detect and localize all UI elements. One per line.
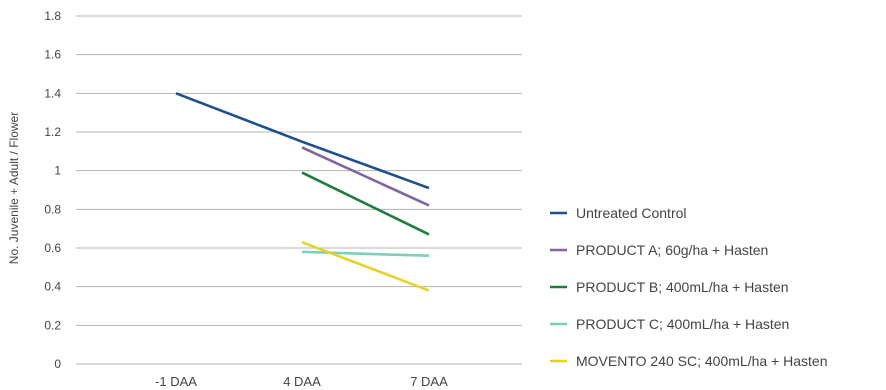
y-tick-label: 1 bbox=[54, 164, 61, 178]
y-tick-label: 1.4 bbox=[44, 86, 61, 100]
y-tick-label: 1.8 bbox=[44, 9, 61, 23]
series-line-3 bbox=[301, 171, 430, 236]
legend-label: PRODUCT B; 400mL/ha + Hasten bbox=[576, 279, 789, 295]
series-line-1 bbox=[175, 92, 430, 190]
y-tick-labels: 0 0.2 0.4 0.6 0.8 1 1.2 1.4 1.6 1.8 bbox=[44, 9, 61, 371]
legend-item: Untreated Control bbox=[550, 205, 687, 221]
y-tick-label: 1.2 bbox=[44, 125, 61, 139]
series-line-2 bbox=[301, 146, 430, 207]
legend-label: PRODUCT C; 400mL/ha + Hasten bbox=[576, 316, 789, 332]
gridlines bbox=[76, 15, 522, 365]
series-line-4 bbox=[301, 250, 430, 258]
y-axis-label: No. Juvenile + Adult / Flower bbox=[7, 112, 21, 264]
x-tick-label: 4 DAA bbox=[283, 374, 321, 389]
legend-label: PRODUCT A; 60g/ha + Hasten bbox=[576, 242, 768, 258]
y-tick-label: 0 bbox=[54, 357, 61, 371]
y-tick-label: 0.6 bbox=[44, 241, 61, 255]
legend-label: MOVENTO 240 SC; 400mL/ha + Hasten bbox=[576, 353, 827, 369]
series-lines bbox=[175, 92, 430, 292]
x-tick-labels: -1 DAA 4 DAA 7 DAA bbox=[155, 374, 448, 389]
x-tick-label: 7 DAA bbox=[410, 374, 448, 389]
y-tick-label: 1.6 bbox=[44, 48, 61, 62]
legend-label: Untreated Control bbox=[576, 205, 687, 221]
series-line-5 bbox=[301, 240, 430, 292]
y-tick-label: 0.2 bbox=[44, 318, 61, 332]
x-tick-label: -1 DAA bbox=[155, 374, 197, 389]
legend-item: MOVENTO 240 SC; 400mL/ha + Hasten bbox=[550, 353, 827, 369]
y-tick-label: 0.4 bbox=[44, 280, 61, 294]
legend-item: PRODUCT C; 400mL/ha + Hasten bbox=[550, 316, 789, 332]
legend: Untreated Control PRODUCT A; 60g/ha + Has… bbox=[550, 205, 827, 369]
legend-item: PRODUCT A; 60g/ha + Hasten bbox=[550, 242, 768, 258]
y-tick-label: 0.8 bbox=[44, 202, 61, 216]
legend-item: PRODUCT B; 400mL/ha + Hasten bbox=[550, 279, 789, 295]
